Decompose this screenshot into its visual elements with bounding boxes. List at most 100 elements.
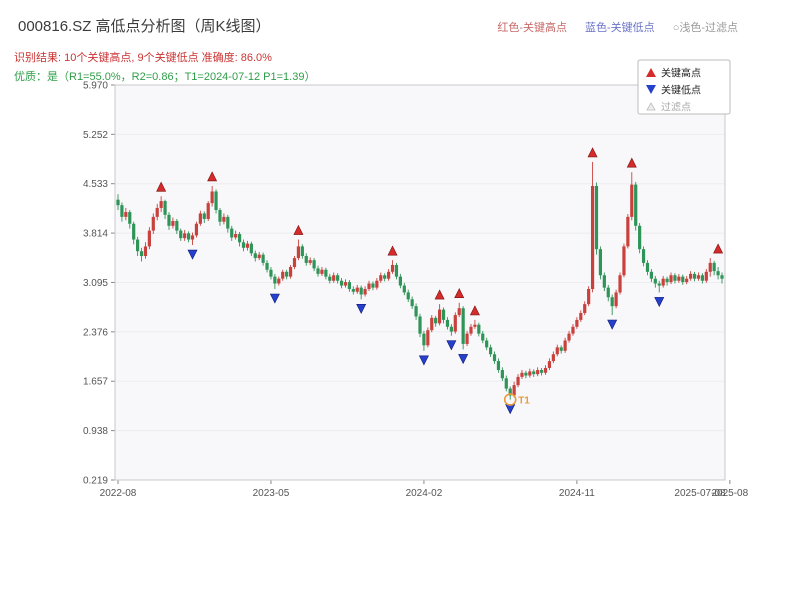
candle-body [406, 292, 410, 300]
candle-body [669, 275, 673, 283]
key-high-marker [626, 157, 637, 168]
candle-body [324, 269, 328, 277]
legend-filtered-icon [646, 102, 656, 111]
candle-body [414, 306, 418, 317]
candle-body [610, 297, 614, 307]
key-high-marker [156, 181, 167, 192]
candle-body [622, 246, 626, 276]
candle-body [296, 246, 301, 259]
candle-body [434, 317, 438, 324]
candle-body [383, 275, 387, 279]
t1-circle-icon [503, 393, 517, 406]
candle-body [590, 185, 595, 289]
candle-body [708, 262, 712, 272]
legend-item-label: 关键低点 [661, 84, 701, 97]
legend-item-label: 过滤点 [661, 101, 691, 114]
candle-body [641, 249, 646, 263]
candle-body [308, 260, 312, 263]
candle-body [567, 333, 571, 341]
candle-body [249, 243, 253, 254]
candle-body [402, 285, 406, 293]
x-end-date-label: 2025-07-08 [674, 488, 726, 499]
candle-body [151, 216, 155, 231]
candle-body [673, 275, 677, 281]
candle-body [120, 205, 124, 217]
candle-body [347, 282, 352, 289]
candle-body [241, 242, 246, 248]
candle-body [481, 333, 485, 341]
legend-key-low-icon [646, 85, 656, 94]
candle-body [387, 271, 391, 279]
x-tick-label: 2024-11 [559, 488, 595, 499]
key-high-marker [293, 224, 304, 235]
candle-body [116, 199, 120, 206]
candle-body [253, 253, 257, 259]
key-high-marker [469, 305, 480, 316]
candle-body [422, 333, 426, 346]
key-high-marker [587, 147, 598, 158]
candle-body [257, 254, 261, 259]
candle-body [355, 287, 359, 292]
key-low-marker [418, 355, 429, 366]
candle-body [598, 249, 603, 276]
page-title: 000816.SZ 高低点分析图（周K线图） [18, 18, 271, 35]
candle-body [571, 326, 575, 334]
candle-body [237, 234, 242, 243]
candle-body [124, 212, 128, 217]
candle-body [292, 258, 297, 268]
candle-body [645, 262, 650, 272]
candle-body [265, 262, 269, 270]
candle-body [186, 233, 191, 240]
candle-body [328, 276, 332, 281]
y-tick-label: 5.252 [83, 130, 108, 141]
candle-body [449, 326, 453, 332]
candle-body [300, 246, 304, 257]
candle-body [285, 271, 289, 277]
candle-body [210, 191, 214, 204]
candle-body [183, 233, 187, 239]
x-tick-label: 2025-08 [711, 488, 748, 499]
candle-body [492, 354, 497, 362]
candle-body [461, 308, 465, 344]
x-tick-label: 2024-02 [406, 488, 443, 499]
x-tick-label: 2022-08 [100, 488, 137, 499]
key-low-marker [607, 319, 618, 330]
candle-body [539, 370, 544, 373]
candle-body [716, 271, 720, 276]
candle-body [516, 376, 520, 386]
top-legend-key-low-label: 蓝色-关键低点 [585, 22, 655, 34]
candle-body [638, 225, 642, 250]
key-low-marker [356, 303, 367, 314]
candle-body [136, 239, 140, 252]
candle-body [536, 370, 540, 375]
key-high-marker [434, 289, 445, 300]
candle-body [602, 275, 606, 288]
candle-body [190, 235, 195, 240]
key-low-marker [446, 340, 457, 351]
candle-body [159, 201, 163, 208]
candle-body [390, 264, 395, 272]
candle-body [351, 288, 355, 292]
candle-body [304, 256, 308, 263]
recognition-result-text: 识别结果: 10个关键高点, 9个关键低点 准确度: 86.0% [14, 52, 272, 64]
candle-body [273, 276, 277, 284]
candle-body [551, 354, 555, 362]
candle-body [559, 347, 563, 351]
candle-body [583, 304, 587, 314]
top-color-legend: 红色-关键高点 蓝色-关键低点 ○浅色-过滤点 [497, 19, 738, 35]
candle-body [339, 280, 344, 286]
x-tick-label: 2023-05 [253, 488, 290, 499]
candle-body [320, 269, 324, 274]
candle-body [720, 275, 724, 279]
candle-body [222, 216, 226, 222]
candle-body [398, 276, 402, 286]
y-tick-label: 3.814 [83, 229, 108, 240]
candle-body [630, 184, 634, 217]
candle-body [336, 275, 340, 281]
y-tick-label: 3.095 [83, 278, 108, 289]
candle-body [618, 275, 622, 293]
y-tick-label: 5.970 [83, 81, 108, 92]
candle-body [359, 287, 363, 295]
candle-body [245, 243, 250, 248]
